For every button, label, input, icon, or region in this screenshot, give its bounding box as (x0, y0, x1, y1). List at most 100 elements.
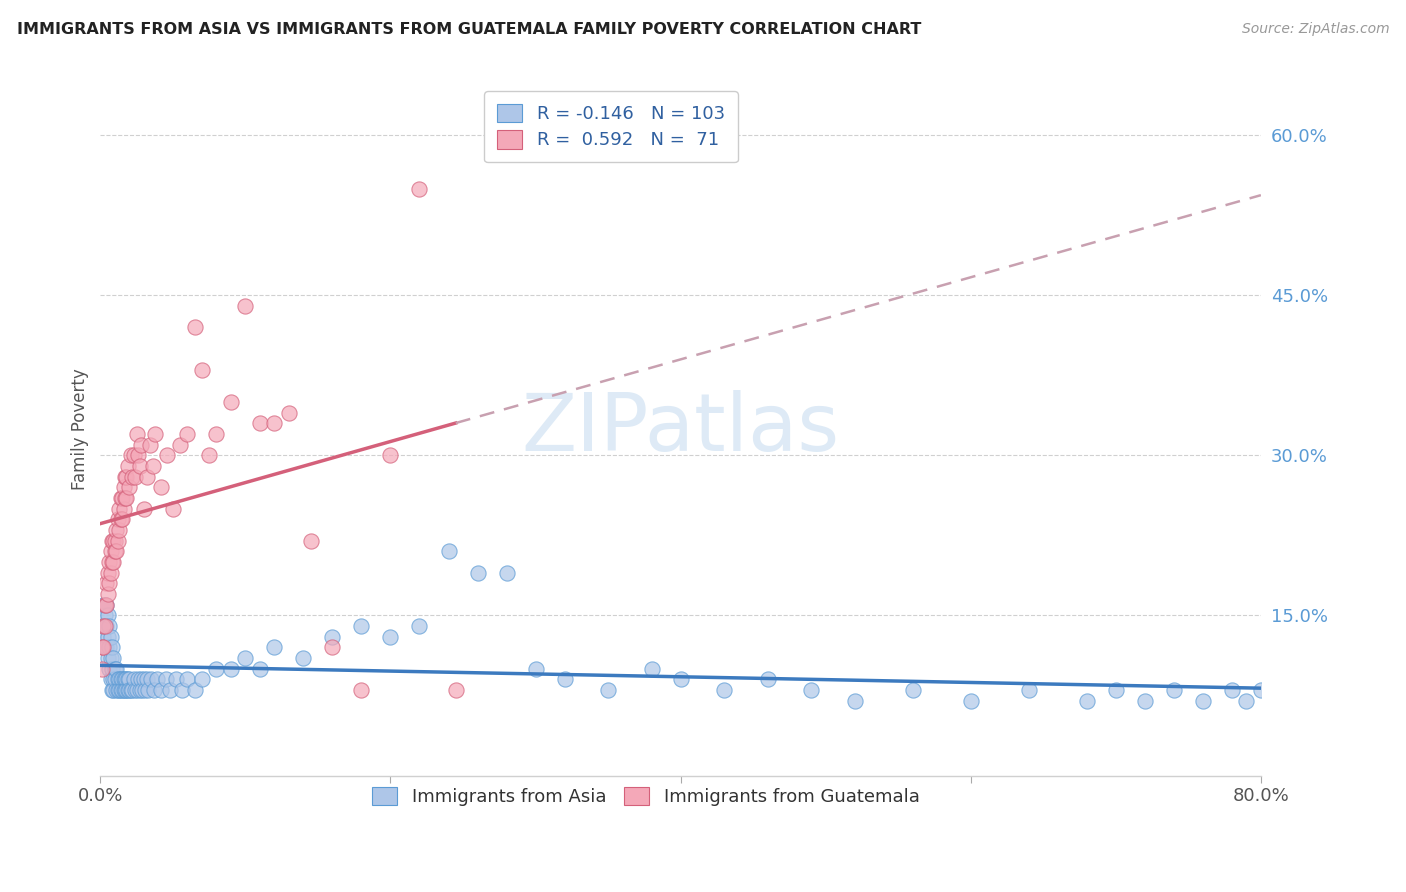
Point (350, 619, 373, 633)
Point (1234, 694, 1257, 708)
Point (176, 427, 198, 442)
Point (263, 417, 285, 431)
Point (159, 683, 181, 698)
Point (101, 683, 124, 698)
Point (112, 673, 135, 687)
Point (1220, 683, 1243, 698)
Point (118, 683, 141, 698)
Point (100, 673, 122, 687)
Point (150, 480, 173, 494)
Point (96, 576, 118, 591)
Point (124, 683, 146, 698)
Point (93, 619, 115, 633)
Point (249, 662, 271, 676)
Point (143, 683, 166, 698)
Point (107, 512, 129, 526)
Y-axis label: Family Poverty: Family Poverty (72, 368, 89, 490)
Point (100, 566, 122, 580)
Point (103, 651, 125, 665)
Point (235, 299, 257, 313)
Point (524, 662, 547, 676)
Point (299, 533, 322, 548)
Point (105, 544, 128, 558)
Point (1133, 694, 1156, 708)
Point (122, 449, 145, 463)
Point (96, 619, 118, 633)
Point (105, 523, 128, 537)
Point (132, 673, 155, 687)
Point (1076, 694, 1098, 708)
Point (713, 683, 735, 698)
Point (121, 469, 143, 483)
Point (104, 662, 127, 676)
Point (97, 566, 120, 580)
Point (467, 566, 489, 580)
Point (135, 469, 157, 483)
Point (901, 683, 924, 698)
Point (128, 458, 150, 473)
Point (112, 683, 135, 698)
Point (170, 683, 193, 698)
Point (1018, 683, 1040, 698)
Point (120, 683, 142, 698)
Point (129, 438, 152, 452)
Point (249, 417, 271, 431)
Point (350, 683, 373, 698)
Point (93, 619, 115, 633)
Point (125, 683, 148, 698)
Point (756, 673, 779, 687)
Point (122, 673, 145, 687)
Point (110, 673, 132, 687)
Point (669, 673, 692, 687)
Point (115, 673, 138, 687)
Point (103, 533, 125, 548)
Point (93, 640, 115, 655)
Point (96, 598, 118, 612)
Point (104, 544, 127, 558)
Point (136, 683, 159, 698)
Point (554, 673, 576, 687)
Point (162, 501, 184, 516)
Point (101, 662, 124, 676)
Point (104, 533, 127, 548)
Legend: Immigrants from Asia, Immigrants from Guatemala: Immigrants from Asia, Immigrants from Gu… (363, 778, 929, 815)
Point (91, 598, 114, 612)
Point (97, 630, 120, 644)
Point (156, 449, 179, 463)
Point (96, 598, 118, 612)
Point (97, 651, 120, 665)
Point (205, 427, 228, 442)
Point (101, 533, 124, 548)
Point (114, 683, 136, 698)
Point (219, 395, 242, 409)
Point (131, 683, 153, 698)
Point (1250, 683, 1272, 698)
Point (108, 523, 131, 537)
Point (108, 683, 131, 698)
Point (959, 694, 981, 708)
Point (110, 683, 132, 698)
Point (844, 694, 866, 708)
Point (128, 683, 150, 698)
Point (100, 544, 122, 558)
Point (101, 640, 124, 655)
Point (205, 662, 228, 676)
Point (115, 491, 138, 505)
Point (176, 673, 198, 687)
Point (125, 427, 148, 442)
Point (100, 651, 122, 665)
Point (111, 512, 134, 526)
Point (98, 555, 121, 569)
Point (219, 662, 242, 676)
Point (107, 533, 129, 548)
Point (110, 512, 132, 526)
Point (408, 181, 430, 195)
Point (183, 683, 205, 698)
Point (380, 449, 402, 463)
Point (640, 662, 662, 676)
Point (97, 608, 120, 623)
Point (103, 683, 125, 698)
Point (98, 640, 121, 655)
Point (115, 469, 138, 483)
Point (292, 651, 315, 665)
